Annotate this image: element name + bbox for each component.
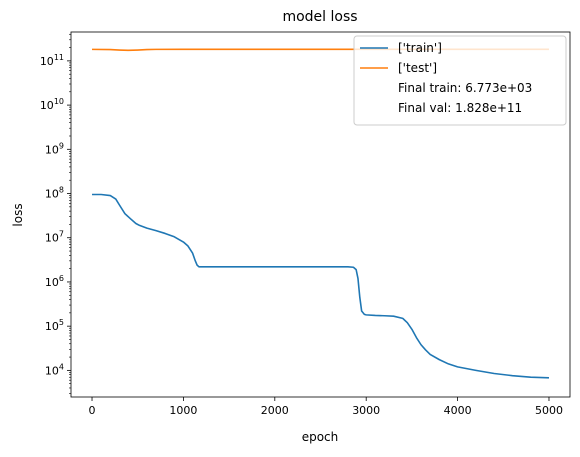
legend-entry-label: Final train: 6.773e+03 (398, 81, 532, 95)
y-tick-exponent: 8 (59, 186, 64, 195)
y-axis-label: loss (11, 203, 25, 226)
x-tick-label: 3000 (352, 404, 380, 417)
y-tick-base: 10 (45, 364, 59, 377)
y-tick-exponent: 6 (59, 274, 64, 283)
x-tick-label: 0 (89, 404, 96, 417)
y-tick-exponent: 9 (59, 141, 64, 150)
y-tick-label: 107 (45, 230, 64, 245)
y-tick-label: 104 (45, 362, 64, 377)
legend-entry-label: ['test'] (398, 61, 437, 75)
y-tick-label: 106 (45, 274, 64, 289)
x-tick-label: 1000 (169, 404, 197, 417)
y-tick-base: 10 (45, 232, 59, 245)
y-tick-label: 1011 (40, 53, 64, 68)
legend-box (353, 35, 567, 126)
series-line-0 (92, 193, 550, 379)
y-tick-base: 10 (45, 188, 59, 201)
legend-entry-label: ['train'] (398, 41, 442, 55)
axes-frame (70, 31, 571, 398)
y-tick-base: 10 (45, 276, 59, 289)
chart-title: model loss (282, 9, 357, 25)
legend-entry-label: Final val: 1.828e+11 (398, 101, 522, 115)
y-tick-base: 10 (40, 55, 54, 68)
y-tick-exponent: 7 (59, 230, 64, 239)
legend: ['train'] ['test'] Final train: 6.773e+03 F… (353, 35, 567, 126)
y-tick-base: 10 (40, 99, 54, 112)
x-tick-label: 4000 (444, 404, 472, 417)
x-axis-label: epoch (302, 430, 339, 444)
x-tick-label: 5000 (535, 404, 563, 417)
y-tick-base: 10 (45, 320, 59, 333)
y-tick-label: 105 (45, 318, 64, 333)
x-tick-label: 2000 (261, 404, 289, 417)
axes: 0 1000 2000 3000 4000 50001041051061071081091… (40, 31, 571, 417)
y-tick-label: 108 (45, 186, 64, 201)
y-tick-exponent: 4 (59, 362, 64, 371)
y-tick-base: 10 (45, 143, 59, 156)
y-tick-label: 1010 (40, 97, 64, 112)
y-tick-exponent: 10 (54, 97, 64, 106)
y-tick-exponent: 5 (59, 318, 64, 327)
y-tick-exponent: 11 (54, 53, 64, 62)
y-tick-label: 109 (45, 141, 64, 156)
